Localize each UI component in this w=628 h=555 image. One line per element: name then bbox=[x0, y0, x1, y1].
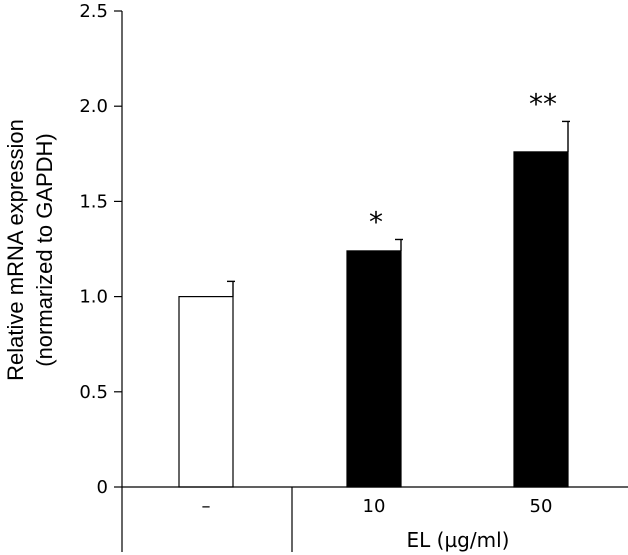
bar bbox=[178, 296, 234, 488]
y-axis-ticks: 0 0.5 1.0 1.5 2.0 2.5 bbox=[79, 1, 122, 498]
significance-marker: ** bbox=[529, 87, 557, 120]
bar bbox=[346, 250, 402, 488]
y-tick-label: 0 bbox=[97, 477, 108, 498]
y-tick-label: 2.5 bbox=[79, 1, 108, 22]
y-tick-label: 2.0 bbox=[79, 96, 108, 117]
significance-marker: * bbox=[369, 205, 383, 238]
bars-group: *** bbox=[178, 87, 570, 488]
x-tick-label: – bbox=[202, 496, 211, 517]
x-axis-title: EL (µg/ml) bbox=[407, 528, 510, 552]
y-tick-label: 0.5 bbox=[79, 382, 108, 403]
y-axis-title-line1: Relative mRNA expression bbox=[3, 119, 28, 381]
y-tick-label: 1.0 bbox=[79, 287, 108, 308]
y-axis-title-line2: (normarized to GAPDH) bbox=[32, 133, 57, 367]
bar bbox=[513, 151, 569, 488]
x-tick-label: 50 bbox=[530, 496, 553, 517]
y-tick-label: 1.5 bbox=[79, 191, 108, 212]
x-tick-labels: – 10 50 bbox=[202, 496, 553, 517]
x-tick-label: 10 bbox=[363, 496, 386, 517]
